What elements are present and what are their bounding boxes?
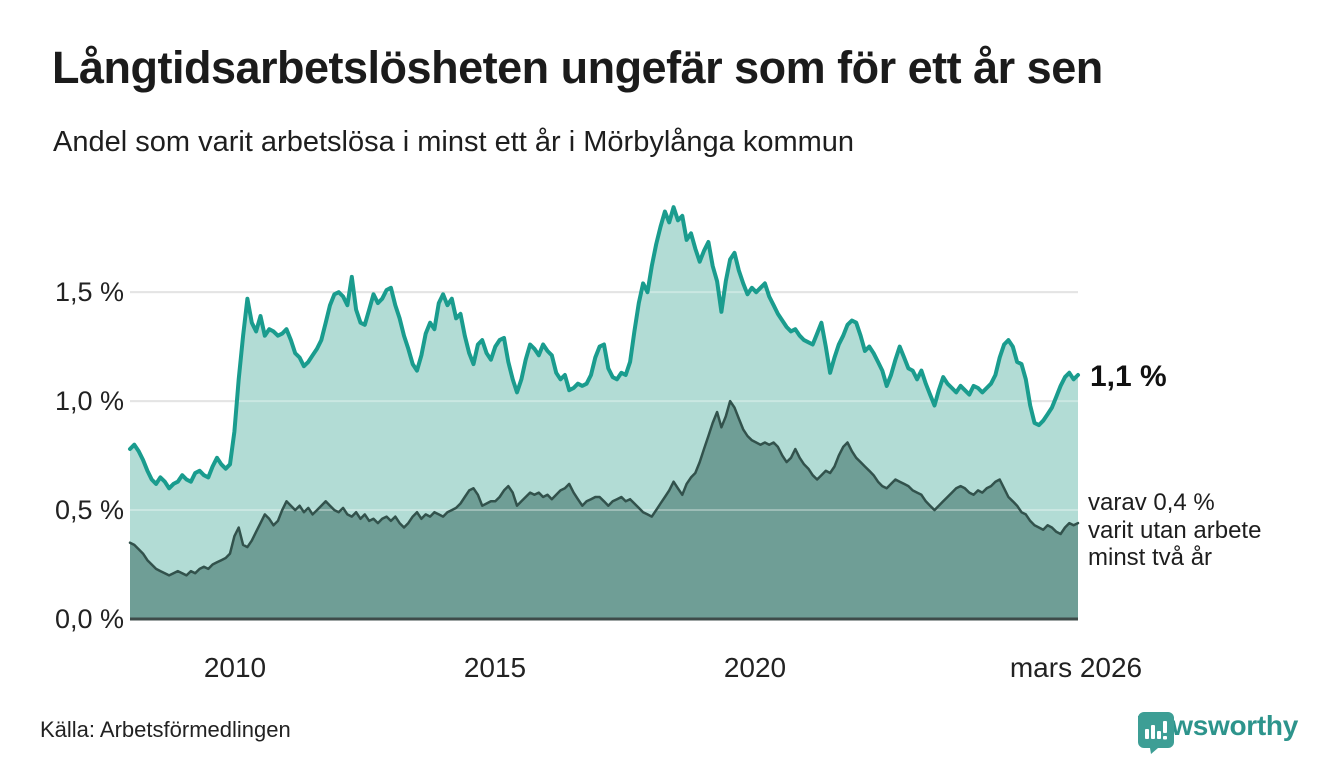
y-tick-0: 0,0 % — [54, 604, 124, 634]
x-tick-2015: 2015 — [463, 652, 527, 683]
annotation-line-2: varit utan arbete — [1088, 516, 1262, 544]
source-note: Källa: Arbetsförmedlingen — [40, 717, 291, 742]
series-line-1 — [128, 205, 1080, 491]
y-tick-10: 1,0 % — [54, 386, 124, 416]
annotation-line-1: varav 0,4 % — [1088, 489, 1215, 516]
series2-end-annotation: varav 0,4 % varit utan arbete minst två … — [1088, 489, 1261, 572]
x-tick-mars-2026: mars 2026 — [1009, 652, 1143, 683]
series-line-2 — [128, 399, 1080, 577]
annotation-line-3: minst två år — [1088, 544, 1213, 571]
x-tick-2010: 2010 — [203, 652, 267, 683]
newsworthy-logo: Newsworthy — [1136, 710, 1298, 754]
y-tick-05: 0,5 % — [54, 495, 124, 525]
page-title: Långtidsarbetslösheten ungefär som för e… — [52, 42, 1103, 93]
newsworthy-chart-bubble-icon — [1138, 712, 1175, 754]
y-tick-15: 1,5 % — [54, 277, 124, 307]
page-subtitle: Andel som varit arbetslösa i minst ett å… — [53, 126, 855, 158]
x-tick-2020: 2020 — [723, 652, 787, 683]
series-end-value-label: 1,1 % — [1090, 360, 1167, 393]
series-area-2 — [130, 401, 1078, 619]
